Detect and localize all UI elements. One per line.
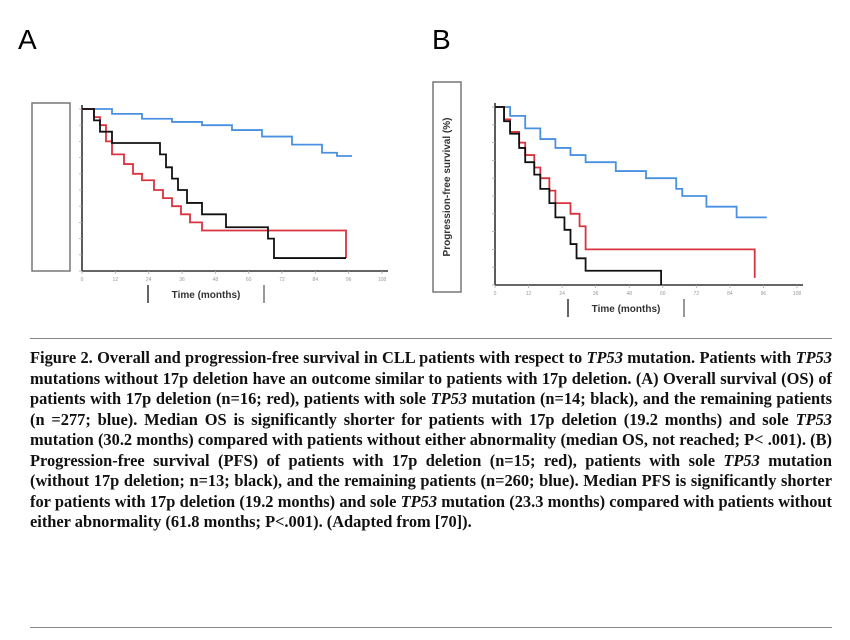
x-tick-label: 36 bbox=[179, 277, 185, 283]
x-tick-label: 0 bbox=[81, 277, 84, 283]
x-tick-label: 48 bbox=[213, 277, 219, 283]
overall-survival-chart: 0 12 24 36 48 60 72 84 96 108 Time (months) bbox=[31, 102, 388, 303]
progression-free-survival-chart: Progression-free survival (%) 0 12 24 36 48 60… bbox=[432, 81, 803, 317]
x-tick-label: 12 bbox=[526, 291, 532, 297]
x-tick-label: 84 bbox=[313, 277, 319, 283]
x-tick-label: 60 bbox=[246, 277, 252, 283]
series-line-red bbox=[495, 106, 756, 278]
y-axis-label-box bbox=[432, 81, 462, 293]
x-tick-label: 0 bbox=[494, 291, 497, 297]
x-tick-label: 72 bbox=[694, 291, 700, 297]
x-axis-title: Time (months) bbox=[592, 304, 661, 315]
x-axis-title: Time (months) bbox=[172, 290, 241, 301]
x-tick-label: 72 bbox=[279, 277, 285, 283]
x-tick-label: 96 bbox=[761, 291, 767, 297]
series-line-black bbox=[82, 108, 346, 259]
panel-letter-a: A bbox=[18, 24, 37, 55]
figure-caption: Figure 2. Overall and progression-free s… bbox=[30, 348, 833, 531]
x-tick-label: 84 bbox=[727, 291, 733, 297]
x-tick-label: 24 bbox=[559, 291, 565, 297]
series-line-red bbox=[82, 108, 347, 259]
x-tick-label: 96 bbox=[346, 277, 352, 283]
x-tick-label: 12 bbox=[113, 277, 119, 283]
series-line-black bbox=[495, 106, 662, 285]
x-tick-label: 48 bbox=[626, 291, 632, 297]
x-tick-label: 108 bbox=[793, 291, 802, 297]
panel-letter-b: B bbox=[432, 24, 451, 55]
series-line-blue bbox=[495, 106, 767, 219]
x-tick-label: 24 bbox=[146, 277, 152, 283]
x-tick-label: 36 bbox=[593, 291, 599, 297]
x-tick-label: 108 bbox=[378, 277, 387, 283]
caption-bottom-rule bbox=[30, 627, 832, 628]
series-line-blue bbox=[82, 108, 352, 157]
x-tick-label: 60 bbox=[660, 291, 666, 297]
y-axis-label-box bbox=[31, 102, 71, 272]
caption-top-rule bbox=[30, 338, 832, 339]
y-axis-title: Progression-free survival (%) bbox=[442, 118, 453, 257]
